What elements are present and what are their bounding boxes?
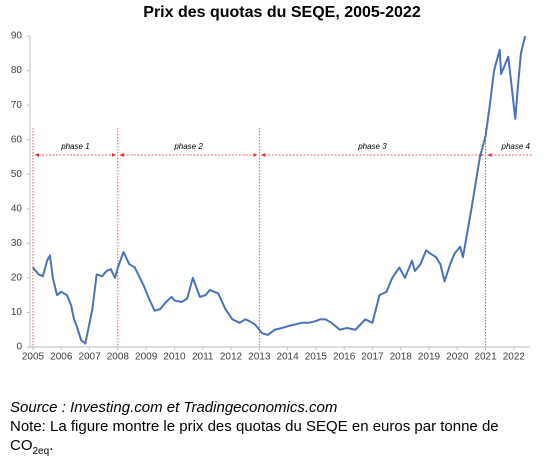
y-tick-label: 40 (11, 203, 23, 214)
y-tick-label: 0 (16, 342, 22, 353)
x-tick-label: 2017 (361, 352, 384, 363)
chart: Prix des quotas du SEQE, 2005-2022 0 10 20… (11, 4, 532, 363)
y-tick-label: 10 (11, 307, 23, 318)
x-tick-label: 2013 (248, 352, 271, 363)
phase-label: phase 3 (357, 142, 387, 151)
phase-label: phase 1 (60, 142, 89, 151)
phase-label: phase 4 (501, 142, 531, 151)
y-tick-label: 70 (11, 100, 23, 111)
price-line (32, 35, 527, 345)
x-tick-label: 2018 (390, 352, 413, 363)
x-tick-label: 2010 (163, 352, 186, 363)
x-tick-label: 2022 (503, 352, 526, 363)
x-tick-label: 2011 (192, 352, 214, 363)
x-tick-label: 2015 (305, 352, 328, 363)
y-tick-label: 60 (11, 134, 23, 145)
x-tick-label: 2019 (418, 352, 441, 363)
note-text: Note: La figure montre le prix des quota… (10, 418, 499, 454)
y-tick-label: 80 (11, 65, 23, 76)
source: Source : Investing.com et Tradingeconomi… (10, 399, 338, 416)
x-tick-label: 2020 (446, 352, 469, 363)
y-tick-label: 90 (11, 31, 23, 42)
x-tick-label: 2008 (107, 352, 130, 363)
y-tick-label: 20 (11, 273, 23, 284)
x-tick-label: 2012 (220, 352, 243, 363)
note: Note: La figure montre le prix des quota… (10, 417, 540, 461)
note-subscript: 2eq (32, 446, 50, 457)
x-tick-label: 2016 (333, 352, 356, 363)
x-tick-label: 2014 (276, 352, 299, 363)
y-tick-label: 30 (11, 238, 23, 249)
x-tick-label: 2006 (50, 352, 73, 363)
y-tick-label: 50 (11, 169, 23, 180)
chart-title: Prix des quotas du SEQE, 2005-2022 (143, 4, 421, 21)
phase-label: phase 2 (173, 142, 203, 151)
x-tick-label: 2005 (22, 352, 45, 363)
note-end: . (49, 437, 54, 454)
x-tick-label: 2009 (135, 352, 158, 363)
x-tick-label: 2021 (474, 352, 497, 363)
x-tick-label: 2007 (78, 352, 101, 363)
